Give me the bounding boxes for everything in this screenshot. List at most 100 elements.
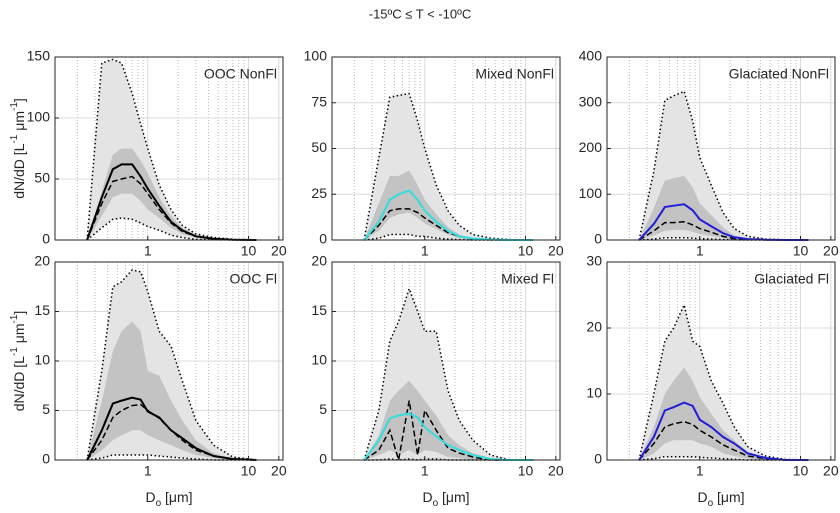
panel-title: OOC Fl [230,271,277,287]
series-line [363,412,534,461]
panel: 0 5 10 15 20 1 10 20 Mixed Fl Do [μm] [311,253,563,509]
y-tick-label: 100 [579,185,603,201]
label-part: -1 [9,314,20,323]
label-part: -1 [9,134,20,143]
label-part: μm [11,111,27,135]
y-tick-label: 0 [319,231,327,247]
series-line [86,163,257,241]
panel: 0 25 50 75 100 1 10 20 Mixed NonFl [304,48,564,259]
series-line [86,269,257,461]
percentile-band [87,148,257,240]
x-axis-label: Do [μm] [697,489,744,509]
label-part: [μm] [161,489,192,505]
y-axis-label: dN/dD [L-1 μm-1] [9,98,27,199]
figure-title: -15ºC ≤ T < -10ºC [369,6,472,21]
axes-box [606,261,836,461]
label-part: D [697,489,707,505]
x-tick-label: 20 [823,243,839,259]
x-tick-label: 1 [421,463,429,479]
x-tick-label: 1 [696,243,704,259]
label-part: [μm] [438,489,469,505]
x-tick-label: 10 [241,243,257,259]
x-tick-label: 20 [271,463,287,479]
panel: 0 10 20 30 1 10 20 Glaciated Fl Do [μm] [586,253,838,509]
percentile-band [639,367,809,460]
y-tick-label: 5 [319,401,327,417]
x-axis-label: Do [μm] [145,489,192,509]
series-line [638,302,809,461]
y-tick-label: 10 [34,352,50,368]
y-tick-label: 15 [34,302,50,318]
panel-title: Mixed Fl [501,271,554,287]
x-tick-label: 10 [518,243,534,259]
y-tick-label: 200 [579,139,603,155]
label-part: o [156,498,162,509]
y-tick-label: 400 [579,48,603,64]
y-tick-label: 100 [304,48,328,64]
y-tick-label: 15 [311,302,327,318]
y-tick-label: 30 [586,253,602,269]
y-tick-label: 10 [311,352,327,368]
y-tick-label: 20 [311,253,327,269]
x-tick-label: 1 [144,463,152,479]
y-tick-label: 10 [586,385,602,401]
series-line [86,396,257,461]
label-part: ] [11,98,27,102]
panel-title: Mixed NonFl [475,66,554,82]
x-tick-label: 1 [421,243,429,259]
x-tick-label: 10 [793,463,809,479]
x-axis-label: Do [μm] [422,489,469,509]
x-tick-label: 10 [518,463,534,479]
y-tick-label: 0 [42,451,50,467]
y-tick-label: 0 [594,451,602,467]
y-tick-label: 150 [27,48,51,64]
y-tick-label: 20 [586,319,602,335]
series-line [638,401,809,461]
y-tick-label: 20 [34,253,50,269]
series-line [638,90,809,241]
label-part: o [708,498,714,509]
y-tick-label: 100 [27,109,51,125]
y-tick-label: 50 [311,139,327,155]
series-line [86,175,257,241]
percentile-band [639,175,809,240]
series-line [363,286,534,461]
x-tick-label: 20 [548,243,564,259]
y-tick-label: 25 [311,185,327,201]
panel-title: Glaciated NonFl [729,66,829,82]
label-part: -1 [9,347,20,356]
x-tick-label: 10 [793,243,809,259]
panel: 0 5 10 15 20 1 10 20 OOC Fl dN/dD [L-1 μm-1] Do [μ… [9,253,287,509]
panel-title: Glaciated Fl [754,271,829,287]
axes-box [54,56,284,241]
x-tick-label: 1 [696,463,704,479]
x-tick-label: 1 [144,243,152,259]
y-tick-label: 75 [311,93,327,109]
x-tick-label: 20 [823,463,839,479]
y-tick-label: 5 [42,401,50,417]
label-part: D [145,489,155,505]
label-part: [μm] [713,489,744,505]
x-tick-label: 20 [271,243,287,259]
x-tick-label: 20 [548,463,564,479]
label-part: ] [11,311,27,315]
series-line [363,92,534,241]
label-part: -1 [9,102,20,111]
percentile-band [364,380,534,460]
y-tick-label: 0 [319,451,327,467]
percentile-band [364,170,534,240]
y-tick-label: 50 [34,170,50,186]
y-axis-label: dN/dD [L-1 μm-1] [9,311,27,412]
y-tick-label: 0 [42,231,50,247]
y-tick-label: 300 [579,93,603,109]
series-line [363,189,534,241]
percentile-band [87,321,257,460]
label-part: o [433,498,439,509]
label-part: D [422,489,432,505]
x-tick-label: 10 [241,463,257,479]
label-part: dN/dD [L [11,143,27,198]
panel-title: OOC NonFl [204,66,277,82]
y-tick-label: 0 [594,231,602,247]
